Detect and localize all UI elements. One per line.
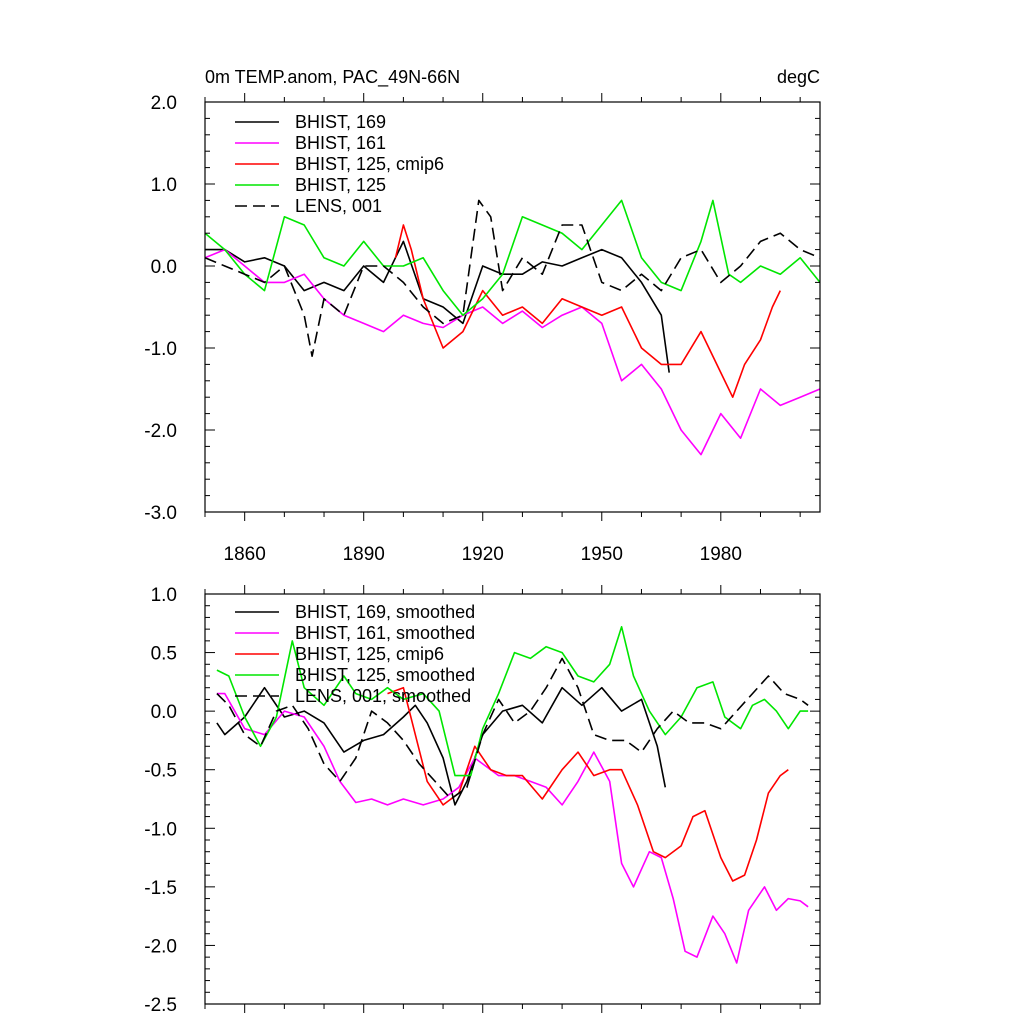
x-tick-label: 1950 (581, 544, 623, 565)
y-tick-label: -0.5 (144, 761, 177, 782)
legend-label-0: BHIST, 169 (295, 112, 386, 132)
y-tick-label: -1.0 (144, 819, 177, 840)
legend-label-0: BHIST, 169, smoothed (295, 602, 475, 622)
series-line-2 (394, 224, 782, 398)
series-line-4 (216, 657, 809, 800)
plot-frame (204, 593, 821, 1005)
x-tick-label: 1860 (224, 544, 266, 565)
legend-label-4: LENS, 001, smoothed (295, 686, 471, 706)
y-tick-label: 2.0 (151, 93, 177, 114)
legend-label-3: BHIST, 125 (295, 175, 386, 195)
y-tick-label: -2.0 (144, 421, 177, 442)
series-line-0 (205, 240, 670, 373)
top-panel: 1860 1890 1920 1950 1980 2.0 1.0 0.0 -1.0 -2.0 -3.… (144, 93, 821, 565)
chart-title: 0m TEMP.anom, PAC_49N-66N (205, 67, 460, 88)
bottom-panel: 1.0 0.5 0.0 -0.5 -1.0 -1.5 -2.0 -2.5 BHIST, 169,… (144, 585, 821, 1016)
y-tick-label: -2.0 (144, 936, 177, 957)
y-tick-label: 1.0 (151, 585, 177, 606)
y-tick-label: 1.0 (151, 175, 177, 196)
series-line-1 (216, 692, 809, 964)
series-line-4 (205, 199, 820, 357)
plot-frame (204, 101, 821, 513)
y-tick-label: -1.0 (144, 339, 177, 360)
x-tick-label: 1890 (343, 544, 385, 565)
series-line-3 (216, 626, 809, 777)
series-line-1 (205, 248, 820, 456)
x-tick-label: 1920 (462, 544, 504, 565)
y-tick-label: 0.5 (151, 644, 177, 665)
y-tick-label: 0.0 (151, 702, 177, 723)
series-line-3 (205, 199, 820, 316)
legend-label-1: BHIST, 161 (295, 133, 386, 153)
y-tick-label: -1.5 (144, 878, 177, 899)
x-tick-label: 1980 (700, 544, 742, 565)
legend-label-1: BHIST, 161, smoothed (295, 623, 475, 643)
chart-units: degC (777, 67, 820, 87)
legend-label-2: BHIST, 125, cmip6 (295, 644, 444, 664)
series-group (216, 626, 809, 964)
series-line-2 (387, 686, 789, 882)
legend-label-3: BHIST, 125, smoothed (295, 665, 475, 685)
y-tick-label: -2.5 (144, 995, 177, 1016)
legend-label-4: LENS, 001 (295, 196, 382, 216)
y-tick-label: 0.0 (151, 257, 177, 278)
series-line-0 (216, 686, 667, 806)
legend-label-2: BHIST, 125, cmip6 (295, 154, 444, 174)
y-tick-label: -3.0 (144, 503, 177, 524)
series-group (205, 199, 820, 456)
